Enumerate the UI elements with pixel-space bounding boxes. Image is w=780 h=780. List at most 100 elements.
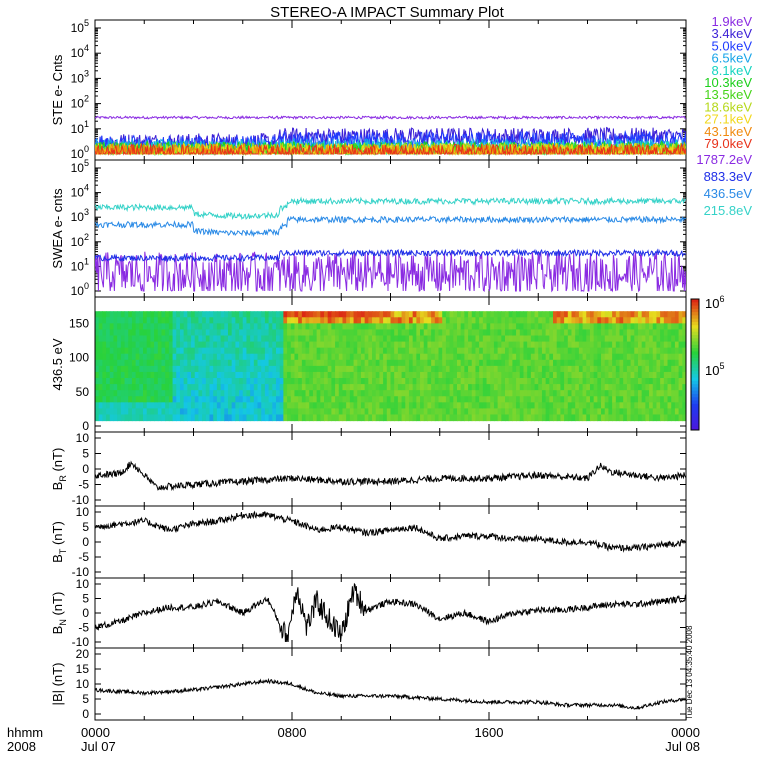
heatmap-cell — [102, 378, 107, 385]
heatmap-cell — [482, 384, 488, 391]
heatmap-cell — [601, 311, 606, 318]
heatmap-cell — [290, 371, 296, 379]
heatmap-cell — [261, 408, 266, 416]
heatmap-cell — [593, 396, 598, 403]
heatmap-cell — [660, 396, 665, 403]
heatmap-cell — [641, 384, 646, 391]
heatmap-cell — [242, 353, 248, 361]
heatmap-cell — [305, 347, 310, 355]
heatmap-cell — [438, 414, 443, 422]
heatmap-cell — [357, 408, 362, 416]
heatmap-cell — [586, 359, 591, 367]
heatmap-cell — [220, 371, 225, 379]
heatmap-cell — [449, 414, 454, 422]
y-axis-label: BN (nT) — [50, 592, 68, 635]
heatmap-cell — [645, 317, 650, 324]
heatmap-cell — [434, 311, 440, 318]
legend-27.1keV: 27.1keV — [704, 112, 752, 127]
heatmap-cell — [239, 335, 244, 343]
heatmap-cell — [106, 408, 111, 416]
heatmap-cell — [549, 402, 554, 409]
heatmap-cell — [408, 384, 414, 391]
heatmap-cell — [364, 378, 369, 385]
heatmap-cell — [460, 353, 465, 361]
heatmap-cell — [191, 317, 196, 324]
heatmap-cell — [549, 311, 554, 318]
heatmap-cell — [220, 390, 225, 397]
heatmap-cell — [445, 365, 451, 373]
heatmap-cell — [346, 365, 351, 373]
heatmap-cell — [261, 396, 266, 403]
heatmap-cell — [338, 365, 344, 373]
heatmap-cell — [527, 347, 532, 355]
heatmap-cell — [456, 402, 462, 409]
heatmap-cell — [604, 414, 610, 422]
heatmap-cell — [131, 414, 137, 422]
heatmap-cell — [179, 341, 185, 349]
heatmap-cell — [671, 390, 676, 397]
heatmap-cell — [357, 390, 362, 397]
heatmap-cell — [408, 365, 414, 373]
heatmap-cell — [154, 353, 159, 361]
heatmap-cell — [564, 384, 569, 391]
heatmap-cell — [353, 359, 358, 367]
heatmap-cell — [456, 335, 462, 343]
heatmap-cell — [412, 311, 417, 318]
heatmap-cell — [453, 408, 458, 416]
heatmap-cell — [360, 384, 366, 391]
heatmap-cell — [397, 408, 403, 416]
heatmap-cell — [442, 353, 447, 361]
heatmap-cell — [309, 365, 314, 373]
heatmap-cell — [172, 384, 177, 391]
heatmap-cell — [527, 317, 532, 324]
heatmap-cell — [353, 390, 358, 397]
heatmap-cell — [615, 311, 621, 318]
heatmap-cell — [516, 335, 521, 343]
heatmap-cell — [179, 311, 185, 318]
heatmap-cell — [316, 371, 321, 379]
heatmap-cell — [242, 371, 248, 379]
heatmap-cell — [508, 311, 513, 318]
heatmap-cell — [612, 311, 617, 318]
heatmap-cell — [431, 371, 436, 379]
heatmap-cell — [449, 408, 454, 416]
heatmap-cell — [213, 396, 218, 403]
heatmap-cell — [194, 317, 200, 324]
colorbar-segment — [691, 344, 699, 349]
heatmap-cell — [649, 359, 654, 367]
heatmap-cell — [235, 408, 240, 416]
heatmap-cell — [261, 317, 266, 324]
heatmap-cell — [486, 323, 491, 331]
heatmap-cell — [501, 341, 506, 349]
colorbar-segment — [691, 380, 699, 385]
heatmap-cell — [150, 371, 155, 379]
heatmap-cell — [530, 371, 536, 379]
heatmap-cell — [401, 390, 406, 397]
heatmap-cell — [179, 323, 185, 331]
heatmap-cell — [227, 359, 233, 367]
heatmap-cell — [394, 329, 399, 337]
heatmap-cell — [224, 323, 229, 331]
heatmap-cell — [405, 347, 410, 355]
heatmap-cell — [427, 378, 432, 385]
heatmap-cell — [202, 311, 207, 318]
heatmap-cell — [320, 329, 325, 337]
heatmap-cell — [401, 353, 406, 361]
heatmap-cell — [227, 353, 233, 361]
heatmap-cell — [191, 365, 196, 373]
heatmap-cell — [235, 396, 240, 403]
heatmap-cell — [412, 414, 417, 422]
heatmap-cell — [456, 311, 462, 318]
heatmap-cell — [283, 341, 288, 349]
heatmap-cell — [172, 408, 177, 416]
heatmap-cell — [442, 402, 447, 409]
heatmap-cell — [338, 378, 344, 385]
heatmap-cell — [176, 384, 181, 391]
heatmap-cell — [571, 384, 576, 391]
magnetic-field-trace — [95, 677, 686, 710]
heatmap-cell — [442, 390, 447, 397]
heatmap-cell — [157, 396, 163, 403]
heatmap-cell — [231, 335, 236, 343]
heatmap-cell — [549, 365, 554, 373]
heatmap-cell — [637, 317, 643, 324]
